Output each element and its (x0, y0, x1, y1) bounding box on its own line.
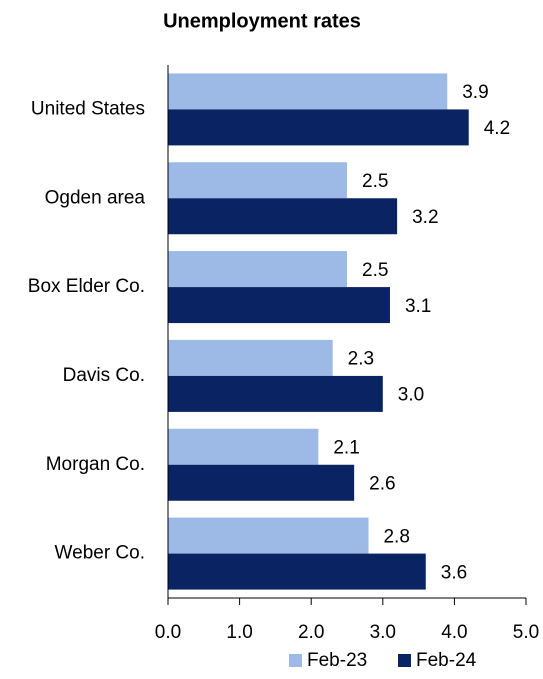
x-tick-label: 3.0 (370, 622, 396, 643)
category-label: Morgan Co. (46, 454, 145, 475)
data-label: 3.0 (398, 385, 424, 406)
category-label: Weber Co. (55, 543, 145, 564)
bar (168, 198, 398, 235)
legend-label: Feb-24 (416, 650, 477, 671)
category-label: Box Elder Co. (28, 276, 145, 297)
data-label: 2.8 (383, 526, 409, 547)
bar (168, 339, 333, 376)
legend-swatch (398, 654, 411, 667)
category-label: Davis Co. (63, 365, 145, 386)
bar (168, 553, 426, 590)
x-tick-label: 2.0 (298, 622, 324, 643)
x-tick-label: 0.0 (155, 622, 181, 643)
data-label: 2.5 (362, 171, 388, 192)
data-label: 3.1 (405, 296, 431, 317)
bar (168, 464, 355, 501)
bar (168, 162, 347, 199)
legend-label: Feb-23 (307, 650, 367, 671)
data-label: 3.2 (412, 207, 438, 228)
category-label: Ogden area (45, 187, 146, 208)
bar (168, 517, 369, 554)
data-label: 2.1 (333, 438, 359, 459)
bar (168, 109, 469, 146)
data-label: 2.6 (369, 474, 395, 495)
data-label: 2.5 (362, 260, 388, 281)
data-label: 2.3 (348, 349, 374, 370)
data-label: 3.6 (441, 562, 467, 583)
x-tick-label: 5.0 (513, 622, 539, 643)
chart-title: Unemployment rates (163, 10, 361, 32)
legend-swatch (289, 654, 302, 667)
bar (168, 73, 448, 110)
category-label: United States (31, 98, 145, 119)
bar (168, 287, 390, 324)
data-label: 3.9 (462, 82, 488, 103)
x-tick-label: 4.0 (441, 622, 467, 643)
bar (168, 251, 347, 288)
data-label: 4.2 (484, 118, 510, 139)
bar (168, 375, 383, 412)
x-tick-label: 1.0 (226, 622, 252, 643)
bar (168, 428, 319, 465)
